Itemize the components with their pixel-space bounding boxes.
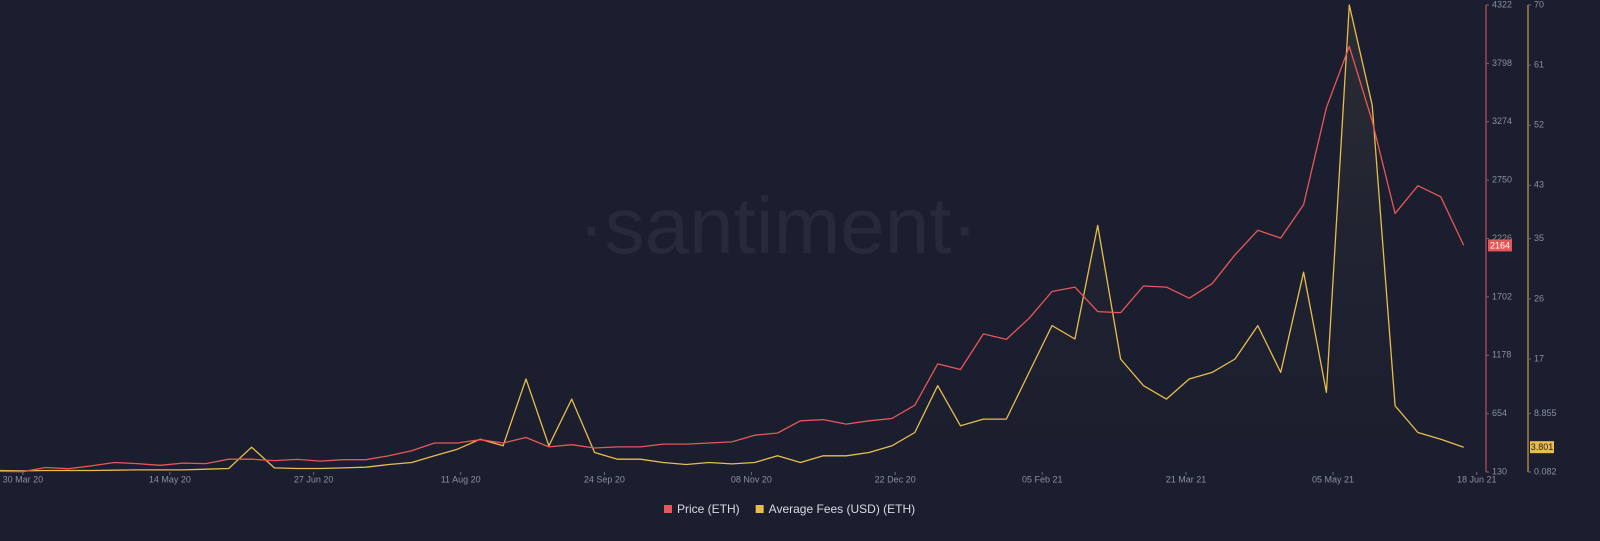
watermark: ·santiment·: [578, 181, 978, 270]
x-tick-label: 18 Jun 21: [1457, 474, 1497, 484]
y2-tick-label: 43: [1534, 180, 1544, 190]
y-tick-label: 130: [1492, 466, 1507, 476]
y-tick-label: 654: [1492, 408, 1507, 418]
last-value-label: 3.801: [1531, 442, 1554, 452]
y2-tick-label: 61: [1534, 59, 1544, 69]
y-tick-label: 3274: [1492, 116, 1512, 126]
y-tick-label: 4322: [1492, 0, 1512, 9]
series-line: [0, 4, 1464, 472]
x-tick-label: 05 May 21: [1312, 474, 1354, 484]
last-value-label: 2164: [1490, 240, 1510, 250]
last-value-badge: [1488, 239, 1512, 252]
x-tick-label: 30 Mar 20: [3, 474, 44, 484]
y2-tick-label: 70: [1534, 0, 1544, 9]
y-tick-label: 1178: [1492, 350, 1511, 360]
y-tick-label: 2226: [1492, 233, 1512, 243]
y-tick-label: 2750: [1492, 175, 1512, 185]
x-tick-label: 11 Aug 20: [441, 474, 481, 484]
x-tick-label: 14 May 20: [149, 474, 191, 484]
fee-area: [0, 5, 1464, 472]
legend-label: Average Fees (USD) (ETH): [769, 502, 915, 516]
legend: Price (ETH) Average Fees (USD) (ETH): [664, 502, 915, 516]
y2-tick-label: 52: [1534, 120, 1544, 130]
x-tick-label: 05 Feb 21: [1022, 474, 1063, 484]
x-tick-label: 27 Jun 20: [294, 474, 334, 484]
y2-tick-label: 35: [1534, 233, 1544, 243]
y2-tick-label: 0.082: [1534, 466, 1557, 476]
y2-tick-label: 26: [1534, 293, 1544, 303]
series-line: [0, 45, 1465, 473]
y-tick-label: 1702: [1492, 291, 1512, 301]
x-tick-label: 24 Sep 20: [584, 474, 625, 484]
x-tick-label: 21 Mar 21: [1166, 474, 1207, 484]
x-tick-label: 22 Dec 20: [875, 474, 916, 484]
x-tick-label: 08 Nov 20: [731, 474, 772, 484]
y2-tick-label: 17: [1534, 353, 1544, 363]
legend-swatch: [664, 505, 672, 513]
y-tick-label: 3798: [1492, 58, 1512, 68]
legend-label: Price (ETH): [677, 502, 740, 516]
last-value-badge: [1530, 441, 1554, 454]
y2-tick-label: 8.855: [1534, 408, 1557, 418]
legend-swatch: [755, 505, 764, 513]
